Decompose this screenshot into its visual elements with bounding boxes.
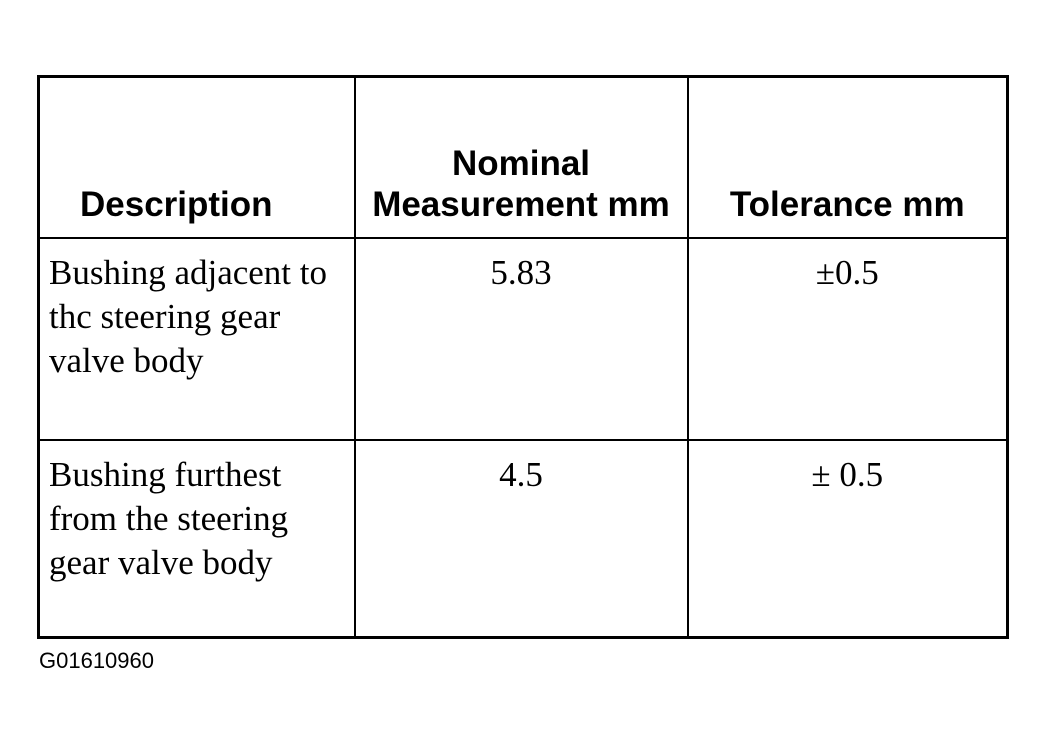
- row-description: Bushing furthest from the steering gear …: [37, 439, 356, 639]
- row-nominal-value: 5.83: [353, 237, 689, 441]
- table-row: Bushing adjacent to thc steering gear va…: [37, 237, 1009, 441]
- row-tolerance-value: ± 0.5: [686, 439, 1009, 639]
- row-description: Bushing adjacent to thc steering gear va…: [37, 237, 356, 441]
- figure-id: G01610960: [39, 648, 154, 673]
- row-nominal-value: 4.5: [353, 439, 689, 639]
- header-nominal-measurement: Nominal Measurement mm: [353, 75, 689, 239]
- header-description: Description: [37, 75, 356, 239]
- header-row: Description Nominal Measurement mm Toler…: [37, 75, 1009, 239]
- header-tolerance: Tolerance mm: [686, 75, 1009, 239]
- specification-table: Description Nominal Measurement mm Toler…: [37, 75, 1009, 639]
- table-row: Bushing furthest from the steering gear …: [37, 439, 1009, 639]
- row-tolerance-value: ±0.5: [686, 237, 1009, 441]
